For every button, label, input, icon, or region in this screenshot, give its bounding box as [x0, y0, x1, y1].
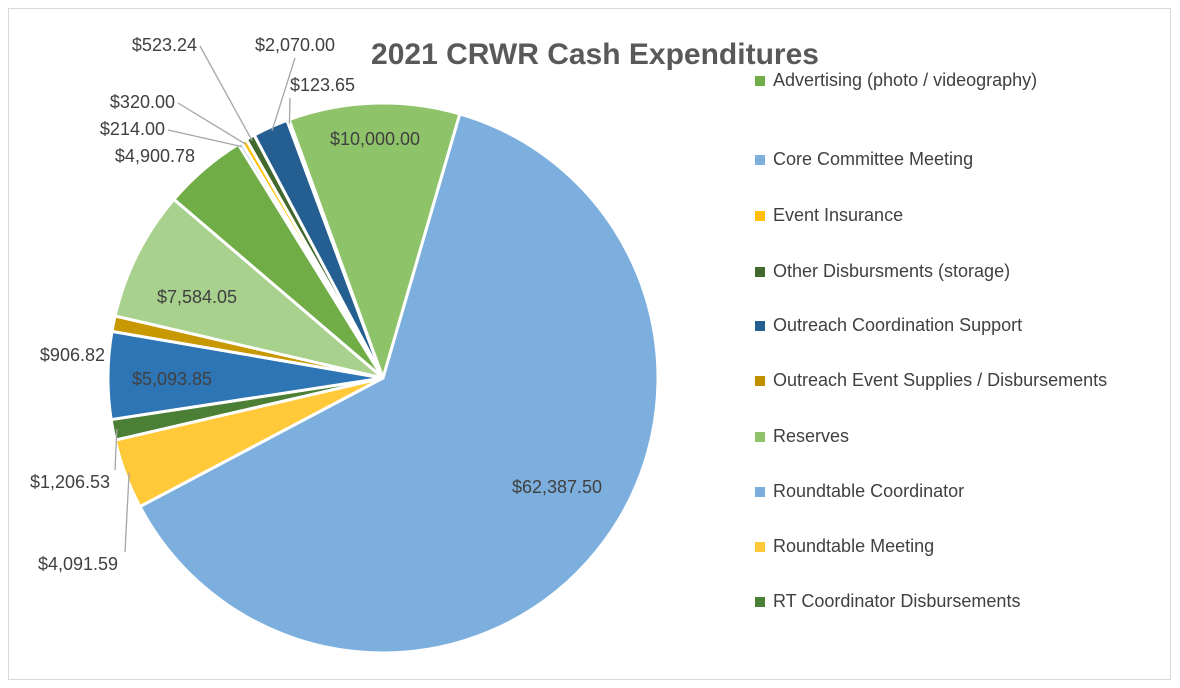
leader-line [124, 472, 130, 553]
leader-line [288, 97, 291, 124]
data-label: $523.24 [132, 35, 197, 55]
data-label: $4,091.59 [38, 554, 118, 574]
pie-slice [113, 197, 384, 380]
data-label: $214.00 [100, 119, 165, 139]
data-label: $1,206.53 [30, 472, 110, 492]
chart-title: 2021 CRWR Cash Expenditures [371, 38, 819, 71]
data-label: $123.65 [290, 75, 355, 95]
leader-line [167, 129, 243, 148]
data-label: $4,900.78 [115, 146, 195, 166]
leader-line [114, 429, 118, 471]
pie-slice [137, 112, 660, 655]
leader-line [199, 45, 253, 142]
leader-line [271, 57, 296, 131]
data-label: $5,093.85 [132, 369, 212, 389]
leader-line [177, 102, 247, 145]
data-label: $320.00 [110, 92, 175, 112]
data-label: $62,387.50 [512, 477, 602, 497]
data-label: $10,000.00 [330, 129, 420, 149]
pie-slice [287, 101, 462, 383]
data-label: $906.82 [40, 345, 105, 365]
data-label: $2,070.00 [255, 35, 335, 55]
data-label: $7,584.05 [157, 287, 237, 307]
